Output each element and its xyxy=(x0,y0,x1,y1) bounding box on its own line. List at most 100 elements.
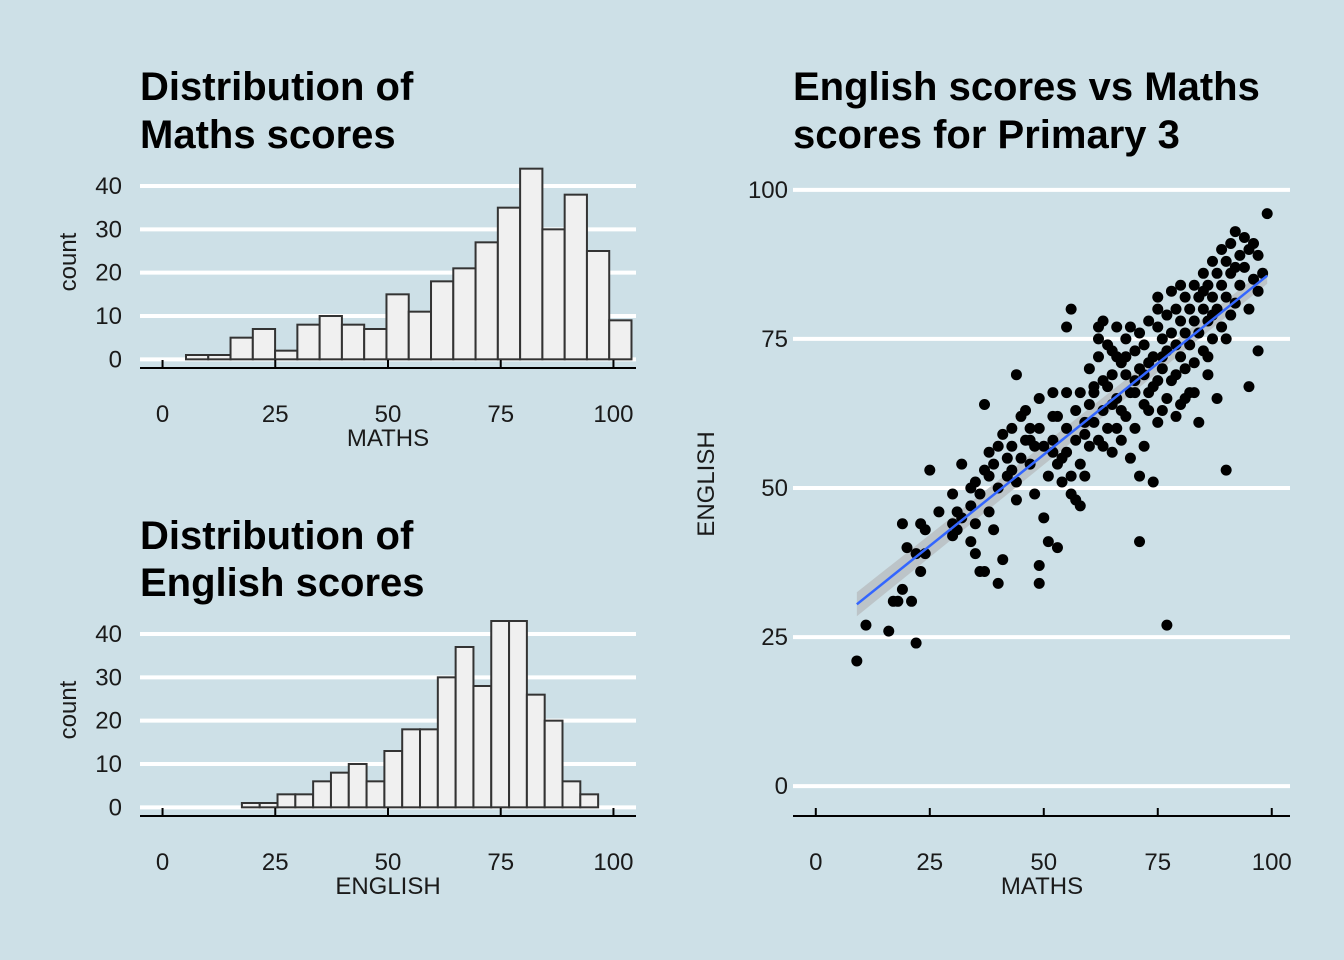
scatter-y-tick-label: 50 xyxy=(761,475,788,502)
english-histogram-title-line-2: English scores xyxy=(140,561,425,605)
scatter-point xyxy=(883,625,895,637)
scatter-y-tick-label: 0 xyxy=(775,773,788,800)
scatter-point xyxy=(1097,404,1109,416)
scatter-point xyxy=(1216,279,1228,291)
scatter-point xyxy=(1120,333,1132,345)
scatter-point xyxy=(1092,333,1104,345)
maths-histogram-x-label: MATHS xyxy=(347,425,429,452)
scatter-point xyxy=(1106,446,1118,458)
scatter-point xyxy=(1206,291,1218,303)
english-histogram-bar xyxy=(490,620,511,809)
scatter-point xyxy=(1243,381,1255,393)
scatter-x-tick-label: 0 xyxy=(809,849,822,876)
scatter-point xyxy=(1061,321,1073,333)
scatter-point xyxy=(1248,273,1260,285)
english-histogram-bar xyxy=(329,771,350,809)
scatter-point xyxy=(1092,321,1104,333)
english-histogram-bar xyxy=(561,780,582,809)
scatter-point xyxy=(896,583,908,595)
scatter-point xyxy=(1202,351,1214,363)
maths-histogram-bar xyxy=(318,315,343,361)
scatter-point xyxy=(979,565,991,577)
scatter-point xyxy=(1175,351,1187,363)
scatter-point xyxy=(956,458,968,470)
scatter-point xyxy=(1006,422,1018,434)
maths-histogram-y-tick-label: 10 xyxy=(95,303,122,330)
scatter-point xyxy=(901,542,913,554)
english-histogram-y-tick-label: 0 xyxy=(109,794,122,821)
scatter-point xyxy=(1216,243,1228,255)
scatter-point xyxy=(1161,309,1173,321)
scatter-point xyxy=(1079,470,1091,482)
scatter-point xyxy=(1033,422,1045,434)
scatter-point xyxy=(1070,404,1082,416)
english-histogram-bar xyxy=(294,793,315,809)
english-histogram-panel: Distribution of English scores ENGLISH c… xyxy=(55,514,636,900)
scatter-point xyxy=(1206,333,1218,345)
scatter-point xyxy=(1161,393,1173,405)
scatter-point xyxy=(1165,285,1177,297)
english-histogram-bar xyxy=(312,780,332,809)
scatter-point xyxy=(1211,267,1223,279)
maths-histogram-x-tick-label: 100 xyxy=(593,401,633,428)
scatter-point xyxy=(1152,303,1164,315)
scatter-point xyxy=(933,506,945,518)
scatter-point xyxy=(1188,279,1200,291)
scatter-point xyxy=(1074,387,1086,399)
maths-histogram-bar xyxy=(251,328,277,361)
maths-histogram-bar xyxy=(608,319,633,361)
scatter-x-tick-label: 100 xyxy=(1252,849,1292,876)
scatter-point xyxy=(1102,381,1114,393)
scatter-point xyxy=(860,619,872,631)
maths-histogram-bar xyxy=(340,323,366,361)
scatter-point xyxy=(1229,226,1241,238)
scatter-point xyxy=(1252,249,1264,261)
scatter-point xyxy=(1138,339,1150,351)
maths-histogram-bar xyxy=(296,323,321,361)
scatter-point xyxy=(1248,237,1260,249)
scatter-point xyxy=(1042,536,1054,548)
scatter-point xyxy=(997,428,1009,440)
scatter-point xyxy=(1097,440,1109,452)
english-histogram-bar xyxy=(525,693,546,809)
maths-histogram-bar xyxy=(430,280,455,361)
scatter-point xyxy=(1175,279,1187,291)
scatter-point xyxy=(1184,303,1196,315)
english-histogram-y-tick-label: 10 xyxy=(95,751,122,778)
maths-histogram-bar xyxy=(207,354,232,361)
scatter-point xyxy=(1147,476,1159,488)
scatter-point xyxy=(1020,404,1032,416)
scatter-point xyxy=(1056,476,1068,488)
english-histogram-x-tick-label: 75 xyxy=(487,849,514,876)
scatter-point xyxy=(1088,416,1100,428)
scatter-point xyxy=(974,488,986,500)
scatter-point xyxy=(1156,404,1168,416)
scatter-point xyxy=(965,536,977,548)
scatter-point xyxy=(1015,452,1027,464)
scatter-point xyxy=(1124,321,1136,333)
scatter-point xyxy=(1120,410,1132,422)
scatter-point xyxy=(1229,261,1241,273)
scatter-point xyxy=(1111,321,1123,333)
scatter-point xyxy=(1206,255,1218,267)
scatter-point xyxy=(969,476,981,488)
maths-histogram-bar xyxy=(407,310,433,361)
english-histogram-x-label: ENGLISH xyxy=(335,873,440,900)
english-histogram-bar xyxy=(401,728,422,809)
english-histogram-y-tick-label: 30 xyxy=(95,664,122,691)
scatter-point xyxy=(1038,440,1050,452)
scatter-y-label: ENGLISH xyxy=(693,431,720,536)
english-histogram-bar xyxy=(508,620,528,809)
scatter-point xyxy=(969,548,981,560)
scatter-x-tick-label: 25 xyxy=(916,849,943,876)
maths-histogram-title-line-2: Maths scores xyxy=(140,113,396,157)
scatter-point xyxy=(1179,393,1191,405)
scatter-point xyxy=(1175,315,1187,327)
english-histogram-axes: 0 10 20 30 40 0 25 50 75 100 xyxy=(95,621,636,876)
scatter-point xyxy=(1243,303,1255,315)
maths-histogram-y-tick-label: 20 xyxy=(95,260,122,287)
scatter-point xyxy=(1051,410,1063,422)
scatter-point xyxy=(1106,345,1118,357)
scatter-point xyxy=(992,577,1004,589)
english-histogram-title-line-1: Distribution of xyxy=(140,514,414,558)
